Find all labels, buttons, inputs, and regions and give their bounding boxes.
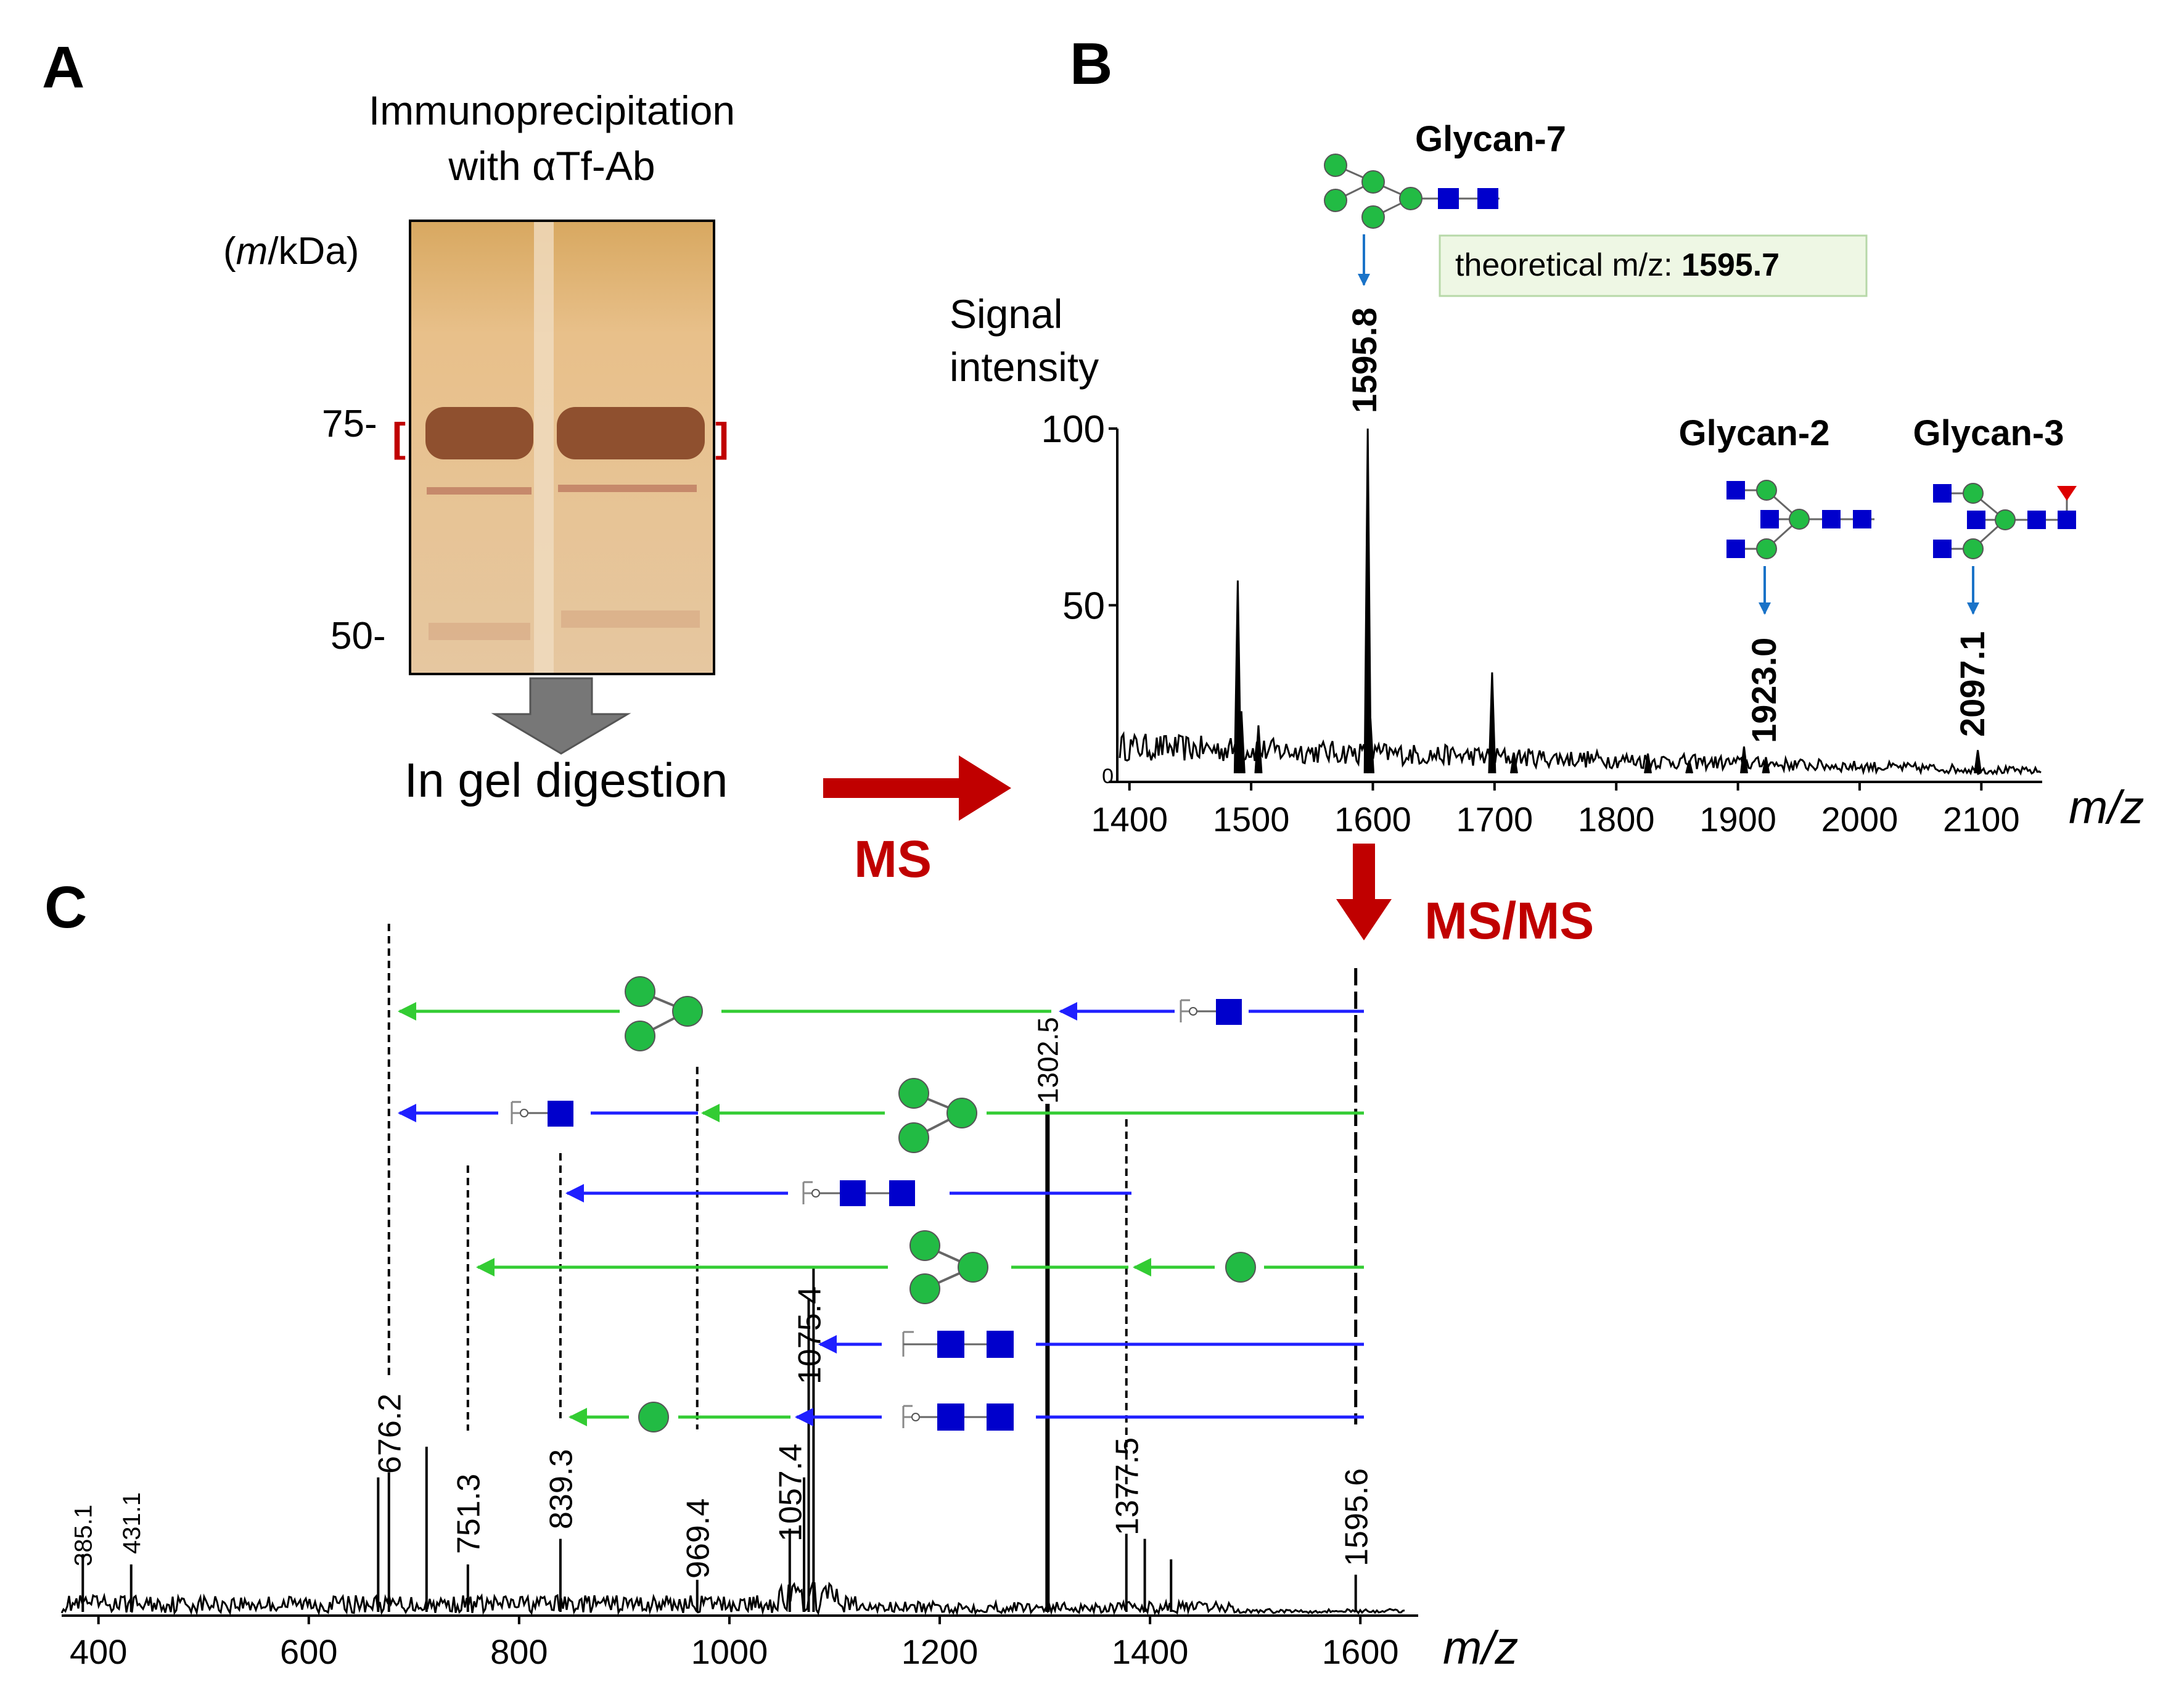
c-peak-label-10: 1595.6 bbox=[1339, 1468, 1374, 1566]
c-x-tick-label-2: 800 bbox=[490, 1632, 548, 1671]
marker-50: 50- bbox=[330, 615, 386, 657]
svg-text:theoretical m/z: 1595.7: theoretical m/z: 1595.7 bbox=[1455, 247, 1780, 283]
b-ylabel-line2: intensity bbox=[950, 344, 1099, 390]
peak-label-1923-0: 1923.0 bbox=[1744, 638, 1783, 743]
gel-title-line2: with αTf-Ab bbox=[448, 143, 655, 189]
b-x-tick-label-0: 1400 bbox=[1091, 800, 1168, 839]
c-xlabel: m/z bbox=[1443, 1622, 1518, 1674]
bracket-right: ] bbox=[715, 414, 729, 460]
panel-label-b: B bbox=[1070, 31, 1112, 97]
down-arrow-icon bbox=[491, 677, 631, 755]
gel-band-main bbox=[425, 407, 533, 459]
c-noise-trace bbox=[60, 1582, 1405, 1616]
gel-image bbox=[409, 220, 715, 675]
c-x-tick-label-6: 1600 bbox=[1322, 1632, 1399, 1671]
b-peak-4 bbox=[1366, 718, 1375, 774]
b-peak-3 bbox=[1363, 428, 1372, 774]
chart-b: 100 50 0 1400 1500 1600 1700 1800 1900 2000 2100 bbox=[1041, 408, 2042, 839]
theoretical-prefix: theoretical m/z: bbox=[1455, 247, 1681, 283]
b-x-tick-label-2: 1600 bbox=[1334, 800, 1411, 839]
b-peak-2 bbox=[1254, 725, 1263, 774]
loss-reducing-hexnac-dimer-icon-2 bbox=[902, 1403, 1014, 1431]
b-peak-11 bbox=[1974, 750, 1982, 774]
c-peak-label-5: 969.4 bbox=[680, 1498, 716, 1579]
marker-75: 75- bbox=[322, 403, 377, 445]
c-peak-label-4: 839.3 bbox=[544, 1449, 580, 1529]
glycan2-name: Glycan-2 bbox=[1679, 413, 1830, 453]
b-x-tick-label-6: 2000 bbox=[1821, 800, 1899, 839]
c-x-tick-label-1: 600 bbox=[280, 1632, 337, 1671]
glycan7-name: Glycan-7 bbox=[1415, 119, 1566, 159]
c-x-tick-label-5: 1400 bbox=[1112, 1632, 1189, 1671]
panel-label-a: A bbox=[42, 35, 84, 101]
loss-hexose-trimer-icon-3 bbox=[909, 1230, 988, 1304]
fragment-arrows bbox=[398, 1002, 1364, 1426]
b-y-tick-label-1: 50 bbox=[1062, 585, 1105, 628]
c-peak-label-3: 751.3 bbox=[451, 1474, 487, 1554]
c-peak-label-1: 431.1 bbox=[118, 1492, 146, 1554]
chart-c: 400 600 800 1000 1200 1400 1600 385.1 431.1 676.… bbox=[60, 924, 1418, 1671]
loss-reducing-hexnac-dimer-icon bbox=[802, 1180, 915, 1206]
b-x-tick-label-1: 1500 bbox=[1213, 800, 1290, 839]
glycan2-structure-icon bbox=[1726, 480, 1874, 559]
b-x-tick-label-5: 1900 bbox=[1699, 800, 1776, 839]
b-peak-5 bbox=[1488, 672, 1496, 774]
bracket-left: [ bbox=[392, 414, 406, 460]
b-x-tick-label-4: 1800 bbox=[1578, 800, 1655, 839]
c-x-tick-label-4: 1200 bbox=[901, 1632, 979, 1671]
theoretical-box: theoretical m/z: 1595.7 bbox=[1439, 234, 1868, 297]
loss-reducing-hexnac-icon-2 bbox=[511, 1101, 573, 1127]
c-peak-label-7: 1075.4 bbox=[792, 1286, 827, 1384]
gel-band-main-2 bbox=[557, 407, 705, 459]
b-y-tick-label-2: 0 bbox=[1102, 765, 1114, 788]
b-peak-0 bbox=[1233, 580, 1242, 774]
c-peak-label-0: 385.1 bbox=[70, 1505, 97, 1566]
b-x-tick-label-3: 1700 bbox=[1456, 800, 1533, 839]
digestion-label: In gel digestion bbox=[404, 753, 728, 807]
c-x-tick-label-0: 400 bbox=[70, 1632, 127, 1671]
ms-label: MS bbox=[854, 830, 932, 888]
glycan3-name: Glycan-3 bbox=[1913, 413, 2064, 453]
peak-label-1595-8: 1595.8 bbox=[1345, 308, 1384, 413]
msms-label: MS/MS bbox=[1424, 892, 1594, 950]
gel-title-line1: Immunoprecipitation bbox=[369, 88, 735, 133]
b-ylabel-line1: Signal bbox=[950, 291, 1062, 337]
theoretical-value: 1595.7 bbox=[1681, 247, 1780, 283]
c-x-tick-label-3: 1000 bbox=[691, 1632, 768, 1671]
glycan3-structure-icon bbox=[1933, 483, 2077, 559]
b-peak-10 bbox=[1762, 757, 1770, 774]
peak-label-2097-1: 2097.1 bbox=[1953, 631, 1992, 737]
b-noise-trace bbox=[1119, 731, 2042, 776]
b-peak-1 bbox=[1237, 711, 1246, 774]
c-peak-label-2: 676.2 bbox=[372, 1394, 408, 1474]
c-peak-label-9: 1377.5 bbox=[1109, 1437, 1145, 1535]
loss-hexose-trimer-icon-2 bbox=[898, 1078, 977, 1153]
glycan7-structure-icon bbox=[1324, 154, 1500, 229]
b-xlabel: m/z bbox=[2069, 781, 2144, 834]
b-peak-7 bbox=[1644, 753, 1652, 774]
b-peak-6 bbox=[1509, 753, 1518, 774]
b-x-tick-label-7: 2100 bbox=[1943, 800, 2020, 839]
b-peak-8 bbox=[1685, 760, 1694, 774]
msms-arrow-icon bbox=[1336, 844, 1392, 940]
c-peak-label-6: 1057.4 bbox=[773, 1444, 809, 1542]
ms-arrow-icon bbox=[823, 755, 1011, 821]
panel-label-c: C bbox=[44, 874, 87, 940]
loss-reducing-hexnac-icon bbox=[1180, 999, 1242, 1025]
loss-hexose-icon-2 bbox=[638, 1402, 669, 1432]
loss-hexose-icon bbox=[1225, 1252, 1256, 1283]
b-y-tick-label-0: 100 bbox=[1041, 408, 1105, 451]
c-peak-label-8: 1302.5 bbox=[1032, 1017, 1064, 1104]
b-peak-9 bbox=[1739, 746, 1748, 774]
loss-hexose-trimer-icon bbox=[625, 976, 703, 1051]
loss-hexnac-dimer-icon bbox=[902, 1331, 1014, 1358]
gel-unit-label: (m/kDa) bbox=[223, 230, 359, 273]
